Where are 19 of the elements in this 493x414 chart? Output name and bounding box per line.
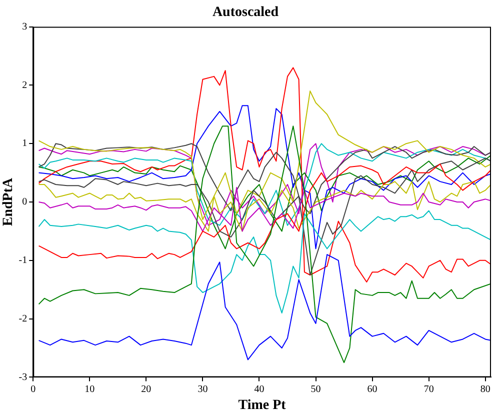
y-tick-label: -2	[18, 313, 28, 324]
x-tick-label: 0	[30, 384, 36, 395]
chart-title: Autoscaled	[212, 5, 279, 20]
y-tick-label: -1	[18, 255, 28, 266]
y-tick-label: -3	[18, 372, 28, 383]
x-tick-label: 60	[367, 384, 378, 395]
x-tick-label: 10	[84, 384, 95, 395]
y-axis-title: EndPtA	[1, 176, 16, 226]
x-tick-label: 50	[310, 384, 321, 395]
x-tick-label: 70	[424, 384, 434, 395]
x-axis-title: Time Pt	[238, 398, 286, 414]
x-tick-label: 40	[254, 384, 264, 395]
y-tick-label: 2	[22, 80, 28, 91]
x-tick-label: 80	[480, 384, 490, 395]
y-tick-label: 0	[22, 196, 28, 208]
x-tick-label: 20	[141, 384, 152, 395]
y-tick-label: 1	[22, 138, 28, 150]
x-tick-label: 30	[198, 384, 208, 395]
y-tick-label: 3	[22, 21, 28, 32]
